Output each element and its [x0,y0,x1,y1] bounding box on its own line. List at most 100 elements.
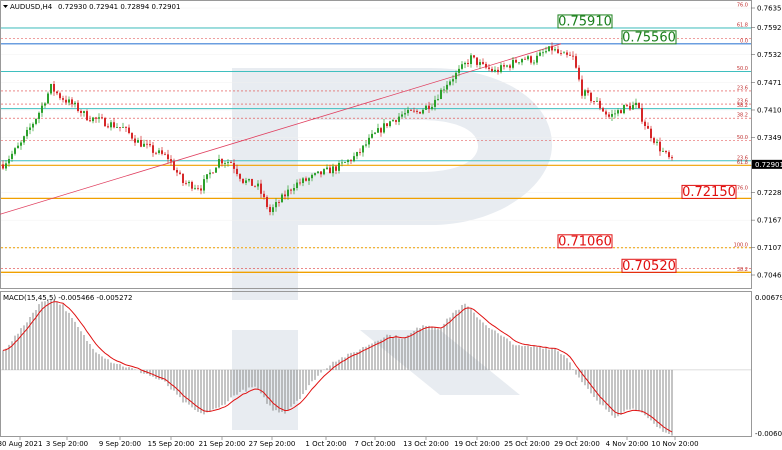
candle-body [398,116,400,122]
candle-body [383,123,385,133]
candle-body [428,105,430,110]
candle-body [134,138,136,143]
candle-body [176,170,178,173]
candle-body [275,202,277,208]
candle-body [659,141,661,152]
candle-body [503,65,505,67]
level-value: 0.75560 [622,30,676,45]
candle-body [290,189,292,191]
candle-body [212,172,214,174]
fib-tag: 61.8 [737,160,748,166]
candle-body [131,133,133,139]
candle-body [662,150,664,152]
candle-body [287,189,289,197]
candle-body [530,56,532,63]
candle-body [248,178,250,181]
candle-body [338,162,340,171]
candle-body [20,142,22,146]
candle-body [41,105,43,113]
candle-body [494,69,496,72]
candle-body [140,139,142,147]
candle-body [656,141,658,143]
fib-tag: 38.2 [737,103,748,109]
candle-body [254,185,256,187]
candle-body [74,102,76,105]
candle-body [623,104,625,114]
candle-body [203,179,205,191]
candle-body [221,159,223,164]
candle-body [395,120,397,122]
candle-body [500,65,502,73]
candle-body [35,118,37,124]
candle-body [425,105,427,110]
candle-body [473,55,475,58]
candle-body [554,49,556,51]
current-price-tag: 0.72901 [752,159,782,169]
candle-body [611,113,613,117]
candle-body [440,89,442,100]
candle-body [632,105,634,110]
candle-body [293,188,295,191]
candle-body [5,163,7,169]
candle-body [485,63,487,68]
candle-body [653,138,655,143]
candle-body [389,121,391,127]
candle-body [515,59,517,63]
macd-axis-min: -0.00605 [755,430,782,438]
candle-body [560,53,562,54]
candle-body [173,161,175,171]
candle-body [605,111,607,115]
candle-body [416,110,418,112]
candle-body [62,98,64,100]
candle-body [413,110,415,112]
candle-body [404,113,406,115]
dropdown-triangle-icon[interactable] [3,5,8,8]
candle-body [509,65,511,68]
candle-body [545,51,547,53]
candle-body [260,183,262,194]
candle-body [137,139,139,143]
candle-body [557,49,559,54]
candle-body [146,143,148,145]
fib-tag: 0.0 [740,38,748,44]
candle-body [467,62,469,65]
candlestick-series [2,42,673,216]
fib-tag: 23.6 [737,155,748,161]
candle-body [116,127,118,129]
candle-body [533,62,535,64]
candle-body [86,111,88,121]
time-tick-label: 3 Sep 20:00 [46,440,88,448]
candle-body [299,182,301,184]
candle-body [407,109,409,114]
candle-body [470,55,472,65]
macd-histogram [1,299,751,436]
candle-body [125,127,127,128]
time-tick-label: 30 Aug 2021 [0,440,42,448]
ohlc-values: 0.72930 0.72941 0.72894 0.72901 [58,3,180,11]
candle-body [665,150,667,153]
level-label-4: 0.70520 [621,258,677,274]
candle-body [359,152,361,153]
candle-body [599,100,601,109]
candle-body [422,109,424,114]
candle-body [512,59,514,68]
candle-body [329,167,331,174]
candle-body [350,160,352,162]
candle-body [17,145,19,149]
candle-body [620,110,622,114]
candle-body [596,100,598,102]
candle-body [110,122,112,128]
candle-body [575,56,577,68]
candle-body [29,127,31,130]
candle-body [491,68,493,72]
candle-body [278,202,280,203]
candle-body [89,120,91,122]
trend-line[interactable] [0,43,562,215]
candle-body [602,108,604,112]
candle-body [53,83,55,92]
fib-tag: 23.6 [737,85,748,91]
candle-body [95,117,97,119]
